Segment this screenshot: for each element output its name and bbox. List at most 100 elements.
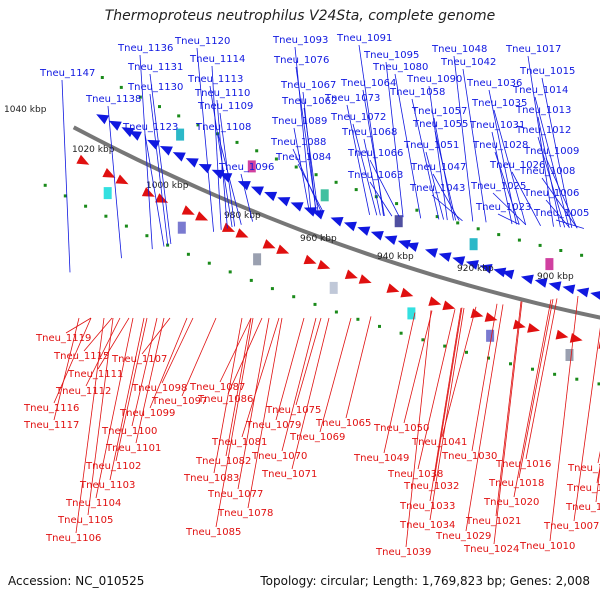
forward-gene-arrow — [343, 221, 357, 232]
position-tick — [487, 356, 490, 360]
gene-leader-line — [471, 303, 498, 452]
position-tick — [292, 295, 296, 299]
gene-leader-line — [65, 317, 92, 334]
gene-leader-line — [537, 116, 561, 228]
gene-label-forward: Tneu_1031 — [469, 120, 525, 131]
gene-label-forward: Tneu_1147 — [39, 68, 95, 79]
gene-label-reverse: Tneu_1119 — [35, 333, 91, 344]
gene-leader-line — [240, 173, 253, 222]
position-tick — [465, 350, 468, 354]
position-tick — [177, 114, 181, 118]
gene-label-forward: Tneu_1051 — [403, 140, 459, 151]
forward-gene-arrow — [438, 252, 452, 262]
forward-gene-arrow — [237, 181, 251, 191]
gene-leader-line — [161, 317, 194, 384]
feature-box — [247, 160, 256, 173]
reverse-gene-arrow — [527, 323, 540, 333]
reverse-gene-arrow — [181, 205, 195, 215]
position-tick — [196, 123, 200, 127]
feature-box — [469, 238, 478, 251]
forward-gene-arrow — [576, 287, 590, 298]
gene-label-reverse: Tneu_1100 — [101, 426, 157, 437]
position-tick — [186, 252, 190, 256]
gene-leader-line — [433, 307, 463, 482]
forward-gene-arrow — [185, 158, 199, 168]
gene-leader-line — [216, 99, 228, 229]
position-tick — [270, 287, 274, 291]
position-tick — [497, 233, 501, 237]
reverse-gene-arrow — [262, 239, 276, 249]
gene-label-forward: Tneu_1057 — [411, 106, 467, 117]
gene-label-forward: Tneu_1073 — [324, 93, 380, 104]
gene-label-forward: Tneu_1076 — [273, 55, 329, 66]
kbp-position-label: 1000 kbp — [146, 181, 189, 191]
forward-gene-arrow — [397, 239, 411, 250]
gene-label-forward: Tneu_1067 — [280, 80, 336, 91]
gene-label-reverse: Tneu_1032 — [403, 481, 459, 492]
gene-label-forward: Tneu_1042 — [440, 57, 496, 68]
gene-label-reverse: Tneu_1081 — [211, 437, 267, 448]
gene-label-forward: Tneu_1138 — [85, 94, 141, 105]
reverse-gene-arrow — [221, 222, 235, 232]
gene-label-reverse: Tneu_1105 — [57, 515, 113, 526]
position-tick — [575, 377, 579, 381]
gene-label-reverse: Tneu_1049 — [353, 453, 409, 464]
gene-label-reverse: Tneu_1103 — [79, 480, 135, 491]
gene-label-forward: Tneu_1006 — [523, 188, 579, 199]
forward-gene-arrow — [290, 202, 304, 212]
feature-box — [486, 329, 495, 342]
gene-leader-line — [545, 157, 578, 229]
forward-gene-arrow — [479, 263, 493, 274]
forward-gene-arrow — [534, 278, 548, 288]
gene-leader-line — [527, 55, 554, 227]
gene-label-reverse: Tneu_1101 — [105, 443, 161, 454]
gene-leader-line — [149, 73, 172, 245]
gene-leader-line — [141, 317, 171, 355]
gene-leader-line — [297, 163, 324, 212]
position-tick — [334, 310, 338, 314]
gene-leader-line — [345, 316, 372, 419]
gene-leader-line — [95, 317, 134, 499]
gene-label-reverse: Tneu_1098 — [131, 383, 187, 394]
position-tick — [228, 270, 232, 274]
reverse-gene-arrow — [569, 332, 583, 343]
gene-leader-line — [428, 85, 448, 221]
feature-box — [329, 281, 338, 294]
gene-label-reverse: Tneu_1107 — [111, 354, 167, 365]
forward-gene-arrow — [501, 269, 515, 280]
gene-label-forward: Tneu_1096 — [218, 162, 274, 173]
forward-gene-arrow — [562, 284, 576, 295]
gene-label-forward: Tneu_1015 — [519, 66, 575, 77]
gene-leader-line — [211, 65, 222, 230]
feature-box — [394, 215, 403, 228]
forward-gene-arrow — [277, 197, 291, 207]
gene-label-reverse: Tneu_1106 — [45, 533, 101, 544]
position-tick — [597, 382, 600, 386]
position-tick — [553, 372, 557, 376]
gene-label-forward: Tneu_1066 — [347, 148, 403, 159]
forward-gene-arrow — [264, 191, 278, 202]
gene-leader-line — [525, 298, 558, 460]
reverse-gene-arrow — [470, 308, 484, 319]
gene-leader-line — [196, 47, 214, 232]
gene-label-forward: Tneu_1136 — [117, 43, 173, 54]
reverse-gene-arrow — [386, 283, 400, 293]
gene-leader-line — [429, 307, 462, 502]
gene-leader-line — [403, 310, 433, 424]
gene-label-forward: Tneu_1023 — [475, 202, 531, 213]
gene-leader-line — [429, 307, 465, 521]
position-tick — [415, 208, 419, 212]
gene-label-reverse: Tneu_1002 — [567, 463, 600, 474]
gene-leader-line — [441, 306, 477, 438]
gene-label-forward: Tneu_1131 — [127, 62, 183, 73]
gene-leader-line — [425, 151, 444, 220]
gene-leader-line — [295, 317, 322, 406]
forward-gene-arrow — [384, 235, 398, 245]
gene-label-reverse: Tneu_1071 — [261, 469, 317, 480]
forward-gene-arrow — [548, 281, 562, 292]
reverse-gene-arrow — [102, 167, 116, 178]
gene-leader-line — [411, 98, 440, 220]
gene-label-reverse: Tneu_1075 — [265, 405, 321, 416]
gene-leader-line — [237, 317, 270, 490]
gene-leader-line — [115, 317, 148, 462]
